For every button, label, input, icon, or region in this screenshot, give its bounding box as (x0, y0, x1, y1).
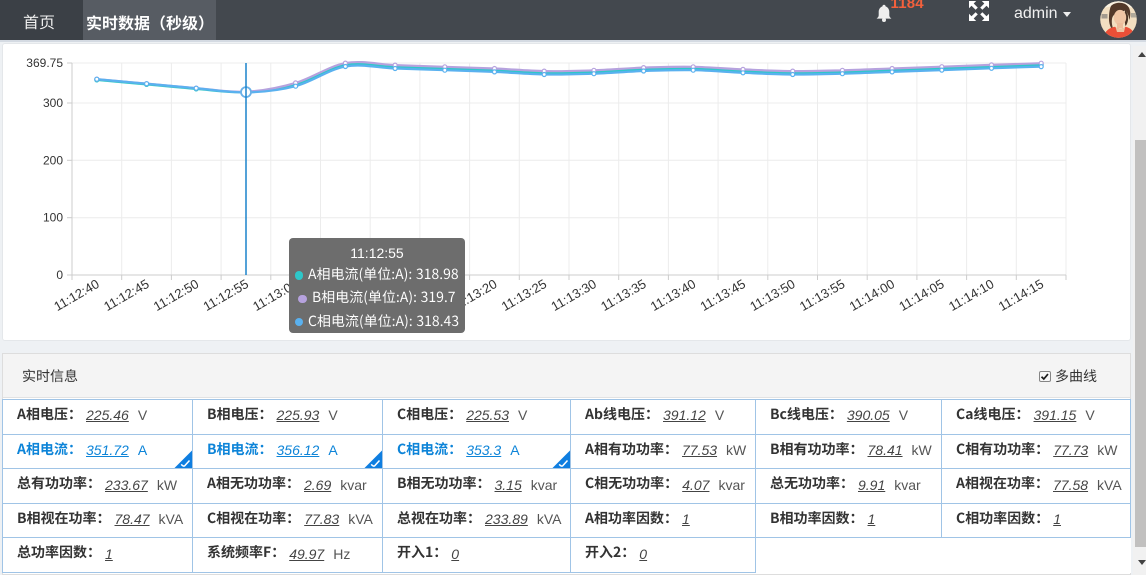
svg-text:11:12:45: 11:12:45 (101, 276, 151, 314)
svg-text:11:14:05: 11:14:05 (896, 276, 946, 314)
svg-text:200: 200 (43, 153, 63, 167)
svg-text:11:14:15: 11:14:15 (996, 276, 1046, 314)
svg-text:11:13:40: 11:13:40 (648, 276, 698, 314)
svg-text:11:14:10: 11:14:10 (946, 276, 996, 314)
svg-text:300: 300 (43, 96, 63, 110)
svg-text:11:13:25: 11:13:25 (499, 276, 549, 314)
svg-text:11:12:50: 11:12:50 (151, 276, 201, 314)
svg-text:100: 100 (43, 211, 63, 225)
svg-text:0: 0 (56, 268, 63, 282)
svg-text:369.75: 369.75 (26, 56, 63, 70)
svg-text:11:13:35: 11:13:35 (598, 276, 648, 314)
svg-text:11:13:50: 11:13:50 (747, 276, 797, 314)
svg-text:11:12:55: 11:12:55 (201, 276, 251, 314)
svg-text:11:13:45: 11:13:45 (698, 276, 748, 314)
svg-text:11:13:55: 11:13:55 (797, 276, 847, 314)
svg-text:11:14:00: 11:14:00 (847, 276, 897, 314)
svg-text:11:13:30: 11:13:30 (548, 276, 598, 314)
